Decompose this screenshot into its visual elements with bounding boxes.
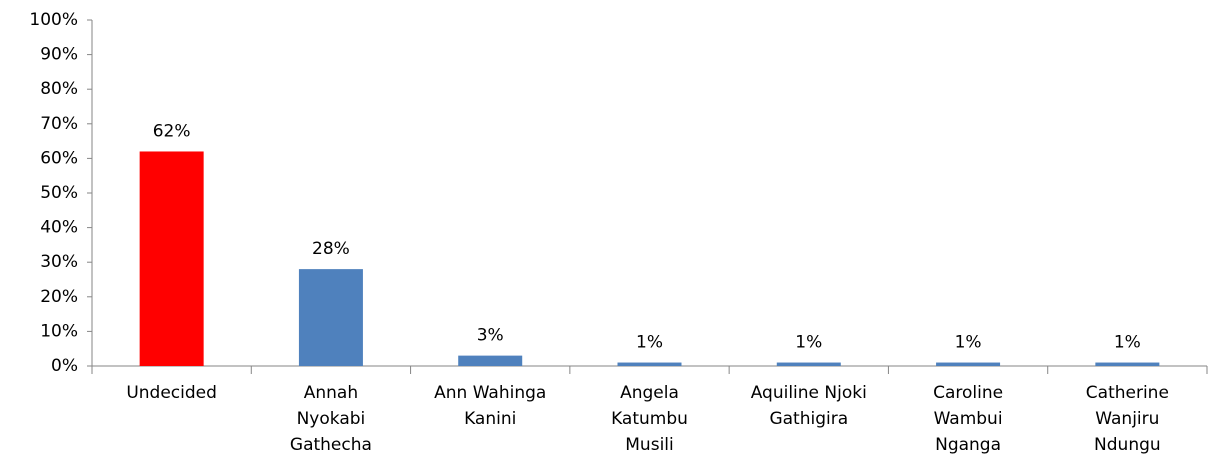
value-label: 1% xyxy=(1114,333,1141,353)
x-tick-label: Angela Katumbu Musili xyxy=(611,383,688,455)
value-label: 1% xyxy=(795,333,822,353)
y-tick-label: 30% xyxy=(40,252,78,272)
y-tick-label: 10% xyxy=(40,321,78,341)
bar xyxy=(458,355,523,366)
y-tick-label: 0% xyxy=(51,356,78,376)
x-tick-label: Catherine Wanjiru Ndungu xyxy=(1086,383,1169,455)
x-tick-label: Undecided xyxy=(126,383,217,403)
value-label: 1% xyxy=(955,333,982,353)
bar xyxy=(776,362,841,366)
value-label: 28% xyxy=(312,239,350,259)
y-tick-label: 40% xyxy=(40,218,78,238)
value-label: 62% xyxy=(153,121,191,141)
bar xyxy=(298,269,363,366)
y-tick-label: 100% xyxy=(29,10,78,30)
y-tick-label: 50% xyxy=(40,183,78,203)
y-tick-label: 90% xyxy=(40,45,78,65)
y-tick-label: 60% xyxy=(40,148,78,168)
bar xyxy=(1095,362,1160,366)
bar xyxy=(139,151,204,366)
x-tick-label: Annah Nyokabi Gathecha xyxy=(290,383,372,455)
x-tick-label: Caroline Wambui Nganga xyxy=(933,383,1003,455)
x-tick-label: Ann Wahinga Kanini xyxy=(434,383,546,429)
value-label: 3% xyxy=(477,326,504,346)
value-label: 1% xyxy=(636,333,663,353)
y-tick-label: 20% xyxy=(40,287,78,307)
y-tick-label: 80% xyxy=(40,79,78,99)
y-tick-label: 70% xyxy=(40,114,78,134)
x-tick-label: Aquiline Njoki Gathigira xyxy=(751,383,867,429)
bar xyxy=(617,362,682,366)
bar xyxy=(936,362,1001,366)
